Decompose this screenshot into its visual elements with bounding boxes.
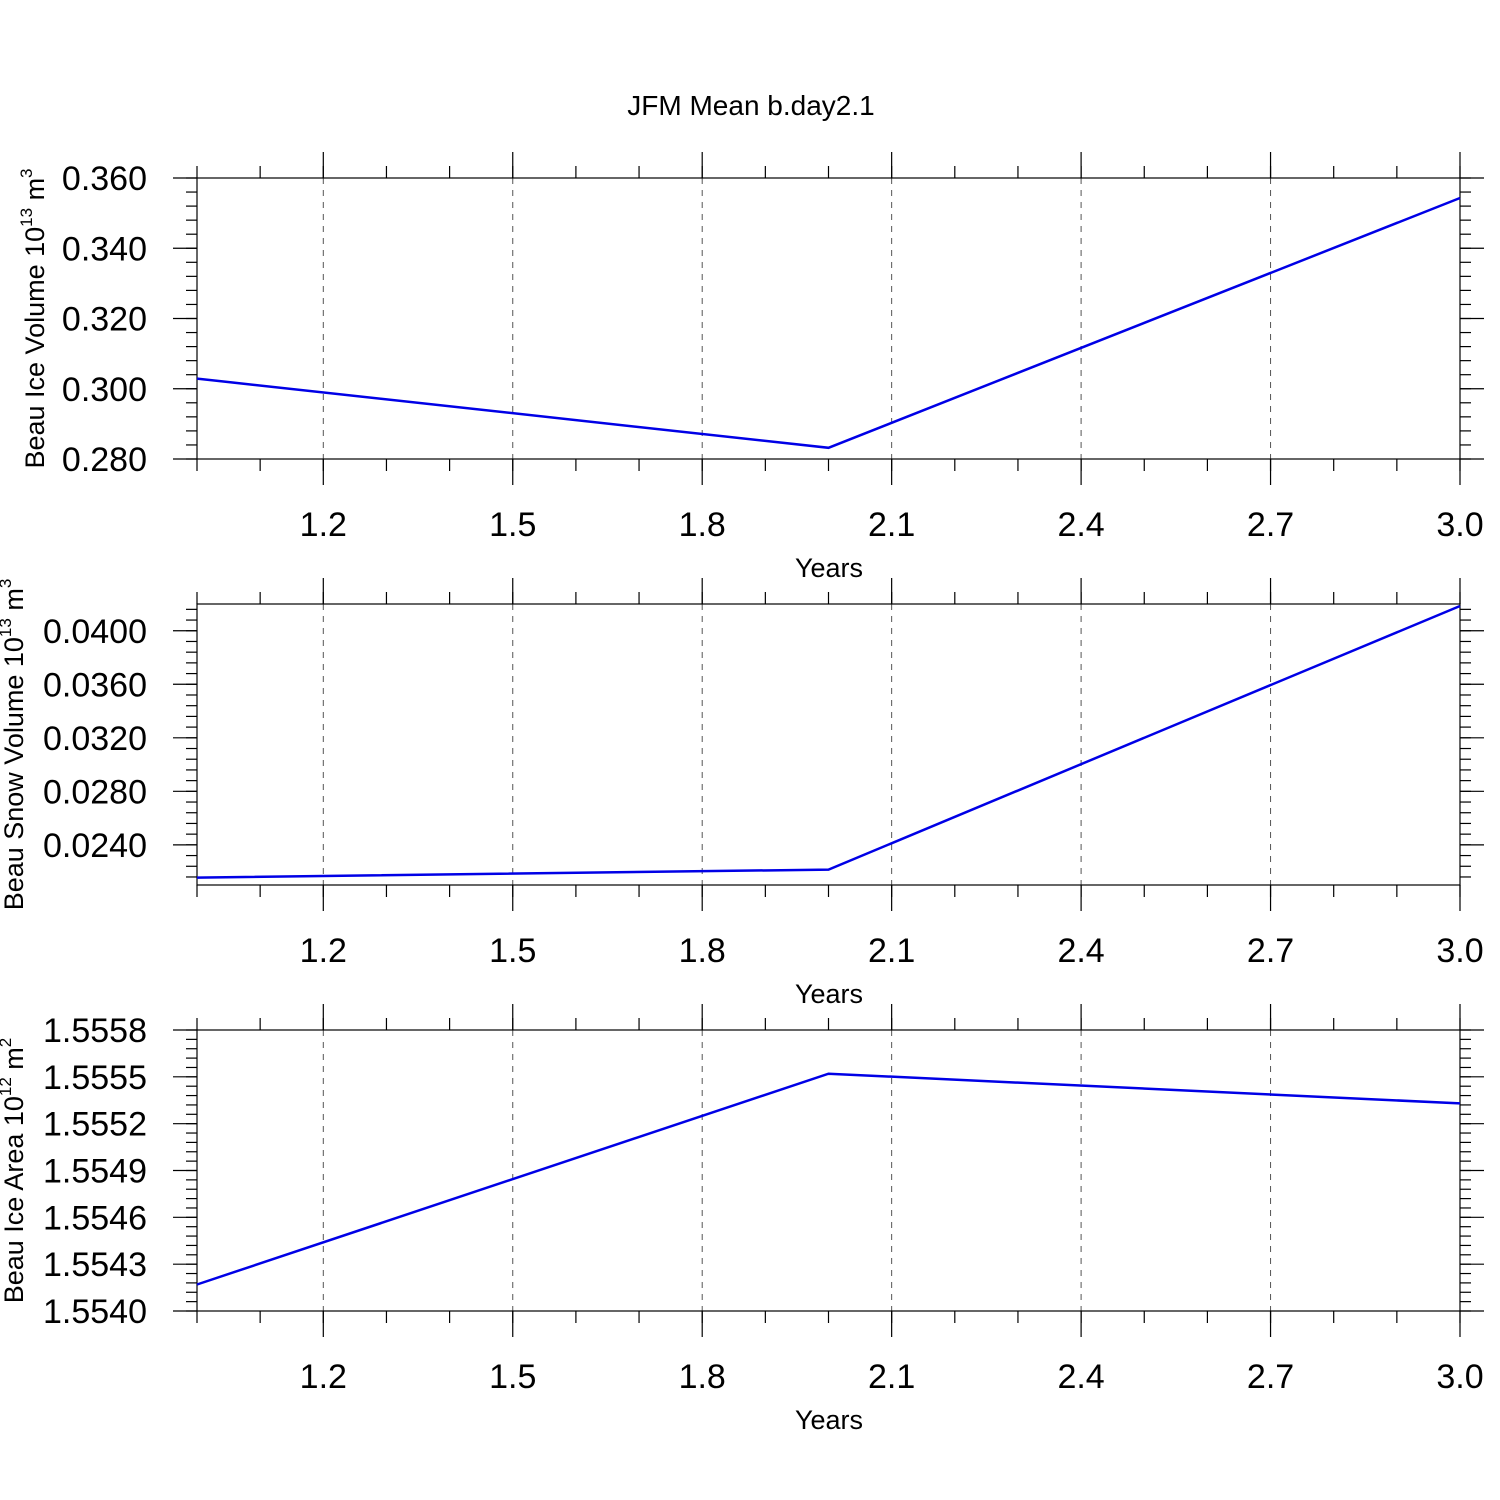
- y-axis-label-text: Beau Ice Area 10: [0, 1096, 29, 1303]
- series-line: [196, 604, 1461, 879]
- x-axis-label: Years: [795, 1405, 863, 1435]
- y-axis-label: Beau Ice Area 1012 m2: [0, 1038, 29, 1304]
- x-tick-label: 3.0: [1436, 506, 1483, 544]
- x-tick-label: 1.5: [489, 506, 536, 544]
- x-tick-label: 1.8: [679, 506, 726, 544]
- x-tick-label: 2.4: [1057, 1358, 1104, 1396]
- x-tick-label: 2.7: [1247, 506, 1294, 544]
- y-axis-label-exponent: 13: [17, 208, 36, 227]
- y-tick-label: 1.5543: [43, 1246, 147, 1284]
- y-axis-label-exponent: 12: [0, 1077, 15, 1096]
- y-tick-label: 0.340: [62, 230, 147, 268]
- plot-frame: [196, 603, 1461, 886]
- x-tick-label: 1.2: [300, 506, 347, 544]
- y-axis-label-text: m: [0, 588, 29, 618]
- panel-1: 1.2 1.5 1.8 2.1 2.4 2.7 3.0 0.280 0.300 0.320 0.34…: [17, 152, 1484, 583]
- plot-frame: [196, 177, 1461, 460]
- y-axis-label-exponent: 2: [0, 1038, 15, 1047]
- x-tick-label: 1.5: [489, 932, 536, 970]
- panel-2: 1.2 1.5 1.8 2.1 2.4 2.7 3.0 0.0240 0.0280 0.0320 0…: [0, 578, 1484, 1009]
- y-tick-label: 1.5552: [43, 1106, 147, 1144]
- y-tick-label: 1.5540: [43, 1293, 147, 1331]
- y-tick-label: 1.5546: [43, 1199, 147, 1237]
- series-line: [196, 1072, 1461, 1286]
- y-axis-label-text: Beau Snow Volume 10: [0, 637, 29, 910]
- x-tick-label: 1.2: [300, 1358, 347, 1396]
- y-tick-label: 0.300: [62, 371, 147, 409]
- x-tick-label: 1.8: [679, 1358, 726, 1396]
- y-tick-label: 1.5555: [43, 1059, 147, 1097]
- series-line: [196, 196, 1461, 450]
- x-tick-label: 2.7: [1247, 1358, 1294, 1396]
- x-tick-label: 2.1: [868, 932, 915, 970]
- y-axis-label: Beau Snow Volume 1013 m3: [0, 579, 29, 911]
- y-axis-label: Beau Ice Volume 1013 m3: [17, 168, 50, 468]
- y-axis-label-text: m: [20, 178, 50, 208]
- x-tick-label: 2.1: [868, 1358, 915, 1396]
- y-axis-label-exponent: 3: [0, 579, 15, 588]
- x-tick-label: 2.1: [868, 506, 915, 544]
- y-tick-label: 1.5558: [43, 1012, 147, 1050]
- y-axis-label-exponent: 13: [0, 618, 15, 637]
- x-tick-label: 2.4: [1057, 932, 1104, 970]
- x-tick-label: 1.2: [300, 932, 347, 970]
- x-axis-label: Years: [795, 553, 863, 583]
- y-tick-label: 0.0320: [43, 720, 147, 758]
- panels: 1.2 1.5 1.8 2.1 2.4 2.7 3.0 0.280 0.300 0.320 0.34…: [0, 152, 1484, 1435]
- x-tick-label: 1.5: [489, 1358, 536, 1396]
- x-axis-label: Years: [795, 979, 863, 1009]
- panel-3: 1.2 1.5 1.8 2.1 2.4 2.7 3.0 1.5540 1.5543 1.5546 1…: [0, 1004, 1484, 1435]
- y-tick-label: 0.0400: [43, 613, 147, 651]
- plot-frame: [196, 1029, 1461, 1312]
- x-tick-label: 2.7: [1247, 932, 1294, 970]
- y-tick-label: 0.0240: [43, 827, 147, 865]
- x-tick-label: 3.0: [1436, 932, 1483, 970]
- y-tick-label: 1.5549: [43, 1153, 147, 1191]
- y-axis-label-text: Beau Ice Volume 10: [20, 227, 50, 469]
- y-tick-label: 0.0360: [43, 666, 147, 704]
- chart-title: JFM Mean b.day2.1: [627, 90, 874, 121]
- y-tick-label: 0.320: [62, 301, 147, 339]
- y-tick-label: 0.360: [62, 160, 147, 198]
- y-axis-label-exponent: 3: [17, 168, 36, 177]
- y-axis-label-text: m: [0, 1047, 29, 1077]
- x-tick-label: 3.0: [1436, 1358, 1483, 1396]
- y-tick-label: 0.0280: [43, 773, 147, 811]
- y-tick-label: 0.280: [62, 441, 147, 479]
- x-tick-label: 2.4: [1057, 506, 1104, 544]
- x-tick-label: 1.8: [679, 932, 726, 970]
